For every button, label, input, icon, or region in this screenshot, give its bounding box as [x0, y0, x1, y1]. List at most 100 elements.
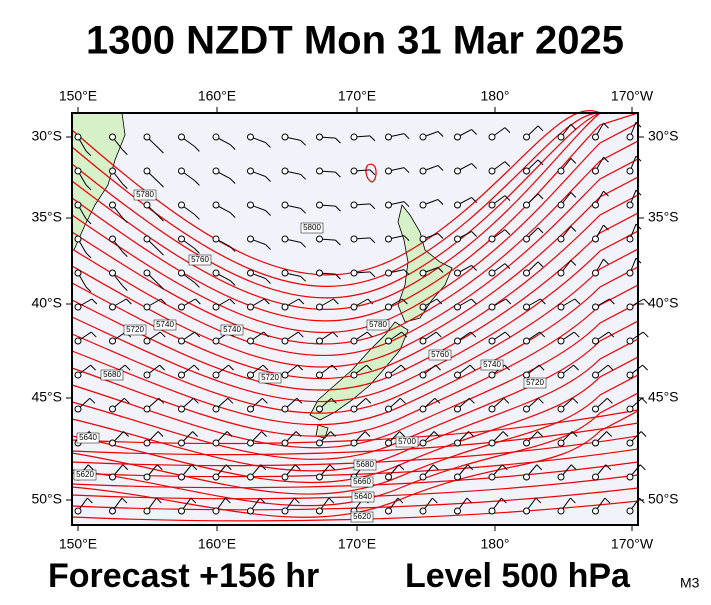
barb-flag: [265, 210, 271, 216]
wind-barbs: [74, 121, 650, 515]
barb-flag: [333, 298, 339, 305]
barb-station: [557, 507, 565, 515]
barb-station: [454, 303, 461, 311]
barb-station: [109, 167, 116, 175]
contour-line: [71, 474, 639, 500]
contour-label-box: [366, 319, 390, 331]
barb-flag: [262, 364, 269, 371]
barb-station: [385, 507, 392, 515]
lon-label: 170°E: [338, 88, 376, 104]
barb-station: [488, 133, 496, 141]
barb-flag: [537, 261, 544, 268]
barb-flag: [607, 364, 614, 371]
barb-station: [626, 371, 634, 379]
barb-station: [626, 269, 634, 277]
forecast-label: Forecast +156 hr: [48, 557, 319, 595]
barb-flag: [537, 159, 544, 166]
barb-station: [523, 133, 530, 141]
lat-label: 40°S: [648, 295, 679, 311]
barb-flag: [225, 464, 232, 471]
barb-station: [523, 167, 530, 175]
barb-station: [385, 439, 392, 447]
contour-label-box: [428, 349, 452, 361]
barb-flag: [121, 149, 128, 155]
barb-flag: [300, 241, 307, 248]
barb-station: [143, 337, 151, 345]
contour-label-box: [133, 189, 157, 201]
barb-flag: [640, 431, 647, 437]
barb-flag: [570, 192, 577, 198]
barb-station: [592, 337, 599, 345]
barb-flag: [194, 180, 200, 186]
barb-flag: [300, 139, 307, 146]
barb-flag: [85, 150, 92, 157]
barb-station: [109, 337, 116, 345]
barb-station: [454, 405, 461, 413]
barb-station: [350, 337, 358, 345]
barb-flag: [504, 161, 511, 167]
contour-line: [71, 302, 639, 449]
barb-station: [419, 269, 427, 277]
barb-flag: [335, 171, 341, 178]
contour-label: 5680: [356, 460, 374, 469]
barb-station: [523, 303, 530, 311]
contour-line: [71, 194, 639, 380]
barb-station: [592, 133, 599, 141]
barb-station: [316, 235, 323, 243]
barb-flag: [328, 497, 335, 504]
barb-flag: [504, 364, 510, 371]
barb-station: [592, 201, 599, 209]
barb-flag: [642, 364, 648, 371]
barb-station: [592, 405, 599, 413]
barb-flag: [265, 278, 271, 284]
barb-station: [109, 405, 116, 413]
barb-station: [523, 337, 530, 345]
barb-station: [350, 269, 358, 277]
barb-flag: [261, 431, 267, 437]
barb-flag: [503, 397, 510, 404]
barb-flag: [90, 331, 97, 338]
barb-flag: [471, 197, 477, 203]
barb-flag: [504, 195, 511, 201]
barb-flag: [603, 156, 609, 163]
barb-station: [350, 133, 358, 141]
barb-flag: [535, 497, 542, 504]
lat-label: 45°S: [648, 389, 679, 405]
barb-station: [178, 337, 185, 345]
barb-flag: [403, 201, 410, 208]
barb-flag: [298, 298, 305, 305]
barb-station: [74, 167, 82, 175]
barb-station: [247, 473, 254, 481]
barb-station: [454, 337, 461, 345]
barb-station: [557, 439, 565, 447]
contour-label: 5780: [369, 320, 387, 329]
contour-line: [71, 158, 639, 357]
barb-station: [212, 133, 220, 141]
contour-label-box: [220, 324, 244, 336]
barb-flag: [398, 464, 405, 471]
barb-flag: [471, 265, 477, 271]
barb-station: [523, 507, 530, 515]
contour-label-box: [351, 491, 375, 503]
barb-flag: [263, 331, 270, 338]
contour-line: [71, 112, 638, 299]
barb-flag: [297, 364, 303, 371]
barb-flag: [570, 464, 577, 471]
barb-station: [626, 201, 634, 209]
barb-flag: [335, 137, 341, 144]
barb-station: [488, 201, 496, 209]
barb-flag: [402, 298, 408, 305]
barb-station: [626, 405, 634, 413]
contour-line: [71, 338, 639, 472]
barb-flag: [300, 207, 307, 214]
lat-label: 50°S: [648, 491, 679, 507]
barb-flag: [331, 364, 338, 371]
barb-station: [212, 405, 220, 413]
barb-flag: [330, 431, 336, 437]
barb-flag: [432, 464, 439, 471]
barb-station: [178, 473, 185, 481]
barb-station: [557, 167, 565, 175]
barb-flag: [89, 397, 96, 404]
barb-flag: [158, 181, 164, 188]
